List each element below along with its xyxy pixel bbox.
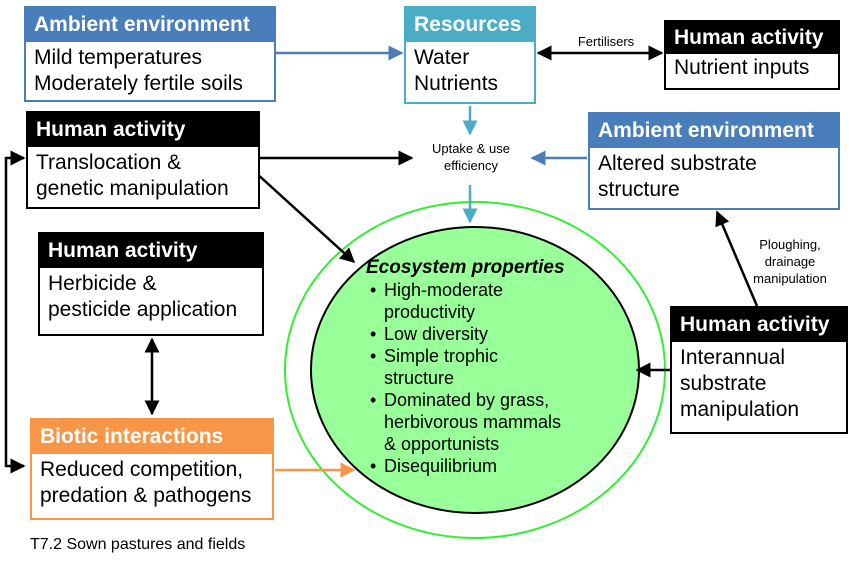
box-line: Translocation & [36, 151, 182, 174]
biotic-interactions-box: Biotic interactions Reduced competition,… [30, 418, 274, 520]
box-header: Human activity [666, 22, 838, 54]
box-line: Interannual [680, 346, 786, 369]
box-line: Reduced competition, [40, 458, 244, 481]
ecosystem-item: Low diversity [366, 323, 596, 345]
item-line: structure [384, 368, 455, 388]
box-header: Ambient environment [26, 8, 274, 42]
box-line: Nutrients [414, 72, 499, 95]
ecosystem-item: Simple trophic structure [366, 345, 596, 389]
ecosystem-item: High-moderate productivity [366, 279, 596, 323]
box-body: Water Nutrients [406, 42, 534, 100]
box-line: Water [414, 46, 470, 69]
box-header: Biotic interactions [32, 420, 272, 454]
label-line: drainage [764, 254, 816, 269]
ecosystem-list: High-moderate productivity Low diversity… [366, 279, 596, 477]
box-line: manipulation [680, 398, 800, 421]
box-line: Herbicide & [48, 272, 157, 295]
ecosystem-item: Disequilibrium [366, 455, 596, 477]
human-activity-herbicide-box: Human activity Herbicide & pesticide app… [38, 232, 264, 336]
item-line: herbivorous mammals [384, 412, 562, 432]
box-line: predation & pathogens [40, 484, 252, 507]
box-header: Human activity [28, 113, 258, 147]
box-body: Herbicide & pesticide application [40, 268, 262, 326]
box-line: Moderately fertile soils [34, 72, 243, 95]
ploughing-label: Ploughing, drainage manipulation [734, 236, 846, 287]
arrow-bracket-translocation-biotic [4, 150, 26, 474]
box-line: Mild temperatures [34, 46, 203, 69]
fertilisers-label: Fertilisers [577, 34, 635, 49]
resources-box: Resources Water Nutrients [404, 6, 536, 104]
item-line: & opportunists [384, 434, 500, 454]
box-line: pesticide application [48, 298, 238, 321]
box-line: structure [598, 178, 680, 201]
box-line: substrate [680, 372, 767, 395]
ambient-environment-right-box: Ambient environment Altered substrate st… [588, 112, 840, 210]
arrow-interannual-to-ambient-right [715, 210, 759, 307]
ecosystem-item: Dominated by grass, herbivorous mammals … [366, 389, 596, 455]
label-line: Ploughing, [759, 237, 821, 252]
ambient-environment-top-box: Ambient environment Mild temperatures Mo… [24, 6, 276, 102]
ecosystem-properties: Ecosystem properties High-moderate produ… [366, 257, 596, 477]
item-line: productivity [384, 302, 476, 322]
human-activity-nutrient-box: Human activity Nutrient inputs [664, 20, 840, 90]
label-line: efficiency [444, 158, 498, 173]
box-body: Translocation & genetic manipulation [28, 147, 258, 205]
arrow-translocation-to-ecosystem [254, 171, 356, 264]
box-header: Resources [406, 8, 534, 42]
figure-caption: T7.2 Sown pastures and fields [30, 536, 246, 553]
box-header: Human activity [40, 234, 262, 268]
box-line: Nutrient inputs [674, 56, 810, 79]
label-line: manipulation [753, 271, 827, 286]
box-line: Altered substrate [598, 152, 757, 175]
item-line: Dominated by grass, [384, 390, 550, 410]
box-header: Human activity [672, 308, 846, 342]
box-header: Ambient environment [590, 114, 838, 148]
item-line: Simple trophic [384, 346, 499, 366]
uptake-efficiency-label: Uptake & use efficiency [412, 140, 530, 174]
box-body: Reduced competition, predation & pathoge… [32, 454, 272, 512]
box-body: Interannual substrate manipulation [672, 342, 846, 426]
label-line: Uptake & use [431, 141, 511, 156]
item-line: Low diversity [384, 324, 489, 344]
box-body: Altered substrate structure [590, 148, 838, 206]
item-line: High-moderate [384, 280, 504, 300]
box-body: Mild temperatures Moderately fertile soi… [26, 42, 274, 100]
human-activity-interannual-box: Human activity Interannual substrate man… [670, 306, 848, 434]
ecosystem-title: Ecosystem properties [366, 257, 565, 278]
box-line: genetic manipulation [36, 177, 229, 200]
item-line: Disequilibrium [384, 456, 498, 476]
human-activity-translocation-box: Human activity Translocation & genetic m… [26, 111, 260, 209]
box-body: Nutrient inputs [666, 54, 838, 84]
